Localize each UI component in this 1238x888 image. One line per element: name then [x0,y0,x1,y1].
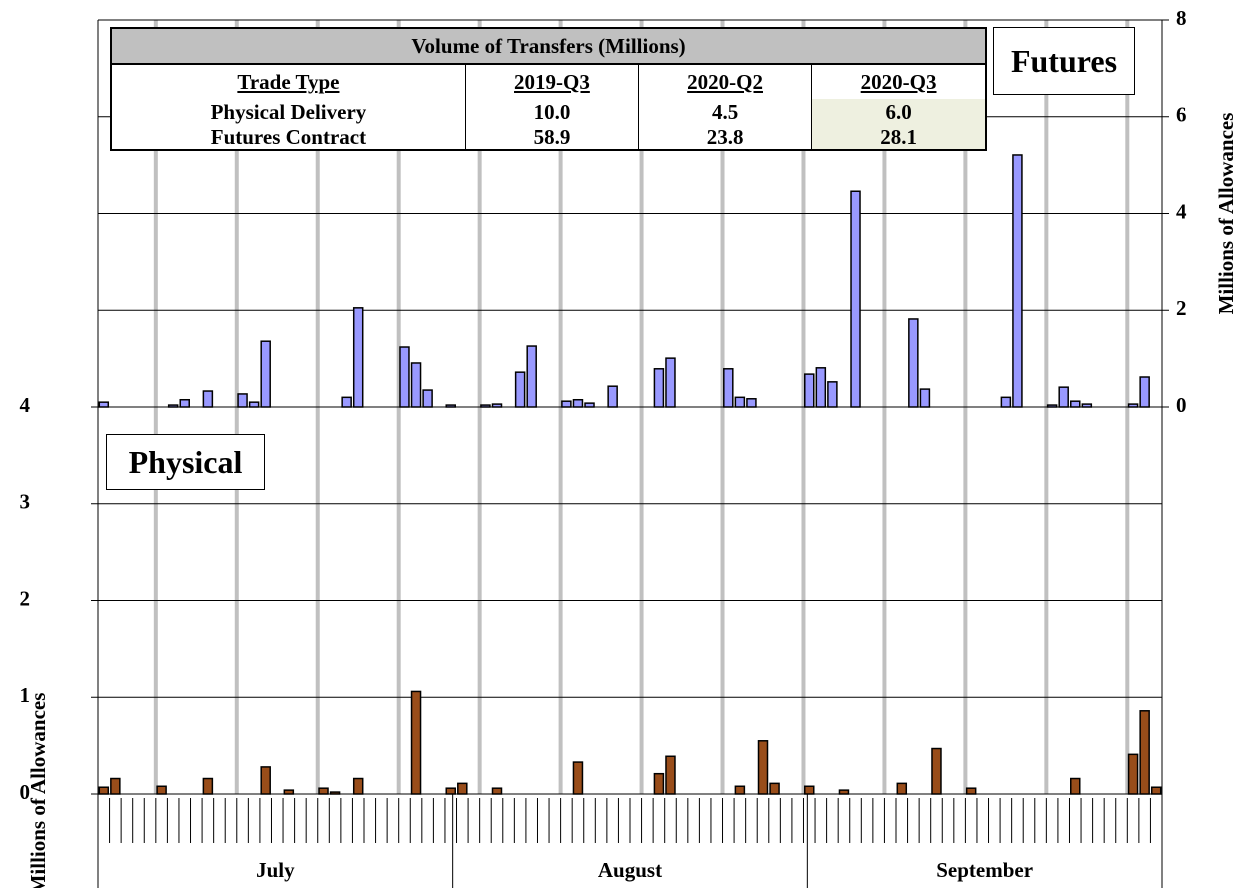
bar [514,371,526,408]
y-tick-label: 3 [20,490,31,514]
y-tick-label: 1 [20,683,31,707]
volume-table: Volume of Transfers (Millions) Trade Typ… [110,27,987,151]
table-cell: Physical Delivery [210,99,367,124]
bar [1012,154,1023,408]
month-label: August [598,858,662,882]
bar [653,368,665,408]
y-tick-label: 0 [1176,393,1187,417]
bar [804,373,815,408]
bar [653,772,665,795]
y-tick-label: 6 [1176,103,1187,127]
y-tick-label: 8 [1176,6,1187,30]
futures-label: Futures [993,27,1135,95]
table-header: 2020-Q3 [811,64,986,99]
bar [410,362,422,408]
table-cell: 58.9 [464,124,639,150]
table-cell: 23.8 [638,124,812,150]
bar [445,787,456,795]
y-axis-label: Millions of Allowances [1214,113,1238,315]
bar [179,398,190,408]
bar [457,782,468,795]
bar [491,787,503,795]
bar [665,357,676,408]
bar [1000,396,1012,408]
bar [202,777,214,795]
month-label: September [936,858,1033,882]
bar [665,755,676,795]
bar [769,782,780,795]
bar [1058,386,1069,408]
bar [965,787,977,795]
month-label: July [256,858,295,882]
bar [98,786,110,795]
bar [318,787,329,795]
bar [838,789,850,795]
bar [1127,753,1139,795]
bar [815,367,827,408]
physical-label: Physical [106,434,265,490]
bar [329,791,341,795]
bar [410,690,422,795]
y-tick-label: 4 [20,393,31,417]
table-cell: Futures Contract [210,124,367,149]
bar [260,340,271,408]
bar [202,390,214,408]
bar [526,345,537,408]
bar [561,400,572,408]
y-tick-label: 4 [1176,199,1187,223]
bar [1139,376,1150,408]
y-tick-label: 2 [20,586,31,610]
bar [260,766,271,795]
table-cell: 10.0 [464,99,639,124]
table-cell: 4.5 [638,99,812,124]
table-cell: 6.0 [811,99,986,124]
table-title: Volume of Transfers (Millions) [111,28,986,65]
bar [399,346,410,408]
bar [607,385,618,408]
y-tick-label: 0 [20,780,31,804]
bar [734,785,746,795]
bar [919,388,931,408]
bar [804,785,815,795]
bar [827,381,838,408]
bar [1070,400,1081,408]
bar [110,777,121,795]
bar [156,785,167,795]
bar [584,402,595,408]
table-header: 2020-Q2 [638,64,812,99]
table-cell: 28.1 [811,124,986,150]
y-tick-label: 2 [1176,296,1187,320]
bar [341,396,352,408]
bar [1070,777,1081,795]
bar [248,401,260,408]
bar [422,389,433,408]
bar [352,307,364,408]
bar [237,393,248,408]
bar [572,398,584,408]
bar [98,401,110,408]
bar [757,740,769,795]
bar [352,777,364,795]
bar [1139,710,1150,795]
bar [572,761,584,795]
bar [908,318,919,408]
bar [1150,786,1162,795]
bar [746,398,757,408]
bar [734,396,746,408]
bar [850,190,861,408]
bar [931,747,942,795]
bar [283,789,295,795]
table-header: Trade Type [237,70,340,94]
table-header: 2019-Q3 [464,64,639,99]
y-axis-label: Millions of Allowances [26,693,50,888]
bar [723,368,734,408]
bar [896,782,908,795]
